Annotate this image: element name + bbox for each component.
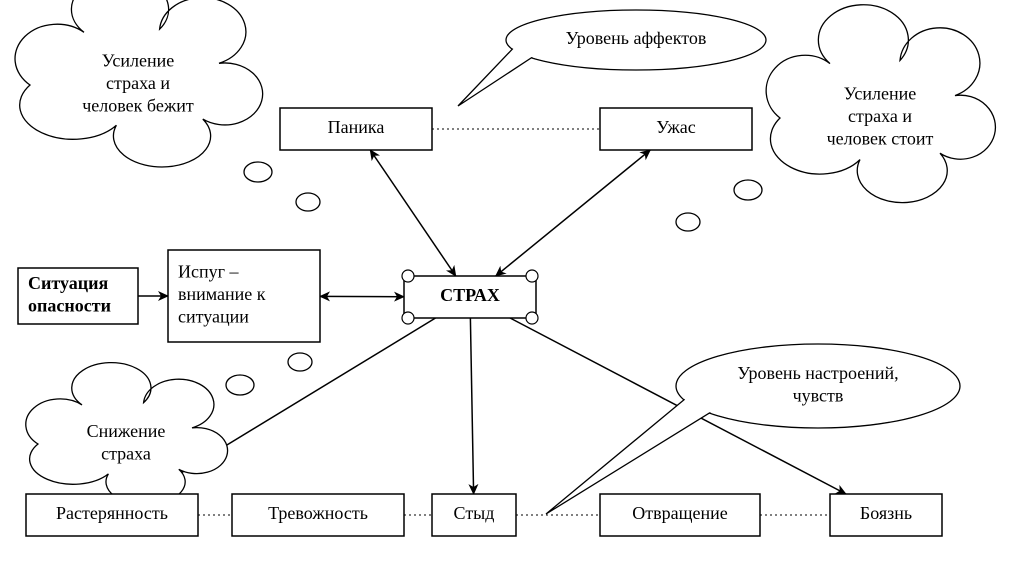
node-otvrash-line-0: Отвращение <box>632 503 727 523</box>
scroll-knob-0 <box>402 270 414 282</box>
thought-bubble-3 <box>676 213 700 231</box>
scroll-knob-2 <box>402 312 414 324</box>
cloud-run-line-1: страха и <box>106 73 170 93</box>
node-trevozh-line-0: Тревожность <box>268 503 368 523</box>
cloud-stand-line-1: страха и <box>848 106 912 126</box>
cloud-stand-line-0: Усиление <box>844 84 916 104</box>
node-ispug-line-1: внимание к <box>178 284 266 304</box>
node-strah-line-0: СТРАХ <box>440 285 500 305</box>
node-uzhas-line-0: Ужас <box>656 117 696 137</box>
scroll-knob-1 <box>526 270 538 282</box>
scroll-knob-3 <box>526 312 538 324</box>
cloud-lower: Снижениестраха <box>26 363 228 505</box>
cloud-stand-line-2: человек стоит <box>827 129 934 149</box>
callout-mood-line-1: чувств <box>793 385 844 405</box>
cloud-lower-line-1: страха <box>101 443 151 463</box>
node-uzhas: Ужас <box>600 108 752 150</box>
thought-bubble-5 <box>288 353 312 371</box>
node-boyazn-line-0: Боязнь <box>860 503 912 523</box>
cloud-run: Усилениестраха и человек бежит <box>15 0 263 167</box>
thought-bubble-2 <box>734 180 762 200</box>
thought-bubble-0 <box>244 162 272 182</box>
node-styd: Стыд <box>432 494 516 536</box>
thought-bubble-1 <box>296 193 320 211</box>
node-styd-line-0: Стыд <box>454 503 495 523</box>
cloud-lower-line-0: Снижение <box>87 421 166 441</box>
arrow-strah-styd <box>470 318 473 494</box>
thought-bubble-4 <box>226 375 254 395</box>
callout-affekt-line-0: Уровень аффектов <box>566 28 707 48</box>
node-ispug-line-2: ситуации <box>178 307 249 327</box>
fear-concept-diagram: Усилениестраха ичеловек бежитУсилениестр… <box>0 0 1024 576</box>
cloud-run-line-0: Усиление <box>102 51 174 71</box>
callout-affekt: Уровень аффектов <box>458 10 766 106</box>
node-ispug-line-0: Испуг – <box>178 262 240 282</box>
node-raster-line-0: Растерянность <box>56 503 168 523</box>
node-panika-line-0: Паника <box>328 117 385 137</box>
node-raster: Растерянность <box>26 494 198 536</box>
arrow-strah-uzhas <box>496 150 651 276</box>
node-boyazn: Боязнь <box>830 494 942 536</box>
arrow-strah-panika <box>370 150 456 276</box>
node-trevozh: Тревожность <box>232 494 404 536</box>
callout-mood-line-0: Уровень настроений, <box>737 363 898 383</box>
node-situation-line-0: Ситуация <box>28 273 108 293</box>
node-situation-line-1: опасности <box>28 295 111 315</box>
node-ispug: Испуг –внимание к ситуации <box>168 250 320 342</box>
cloud-run-line-2: человек бежит <box>82 96 194 116</box>
node-otvrash: Отвращение <box>600 494 760 536</box>
node-strah: СТРАХ <box>404 276 536 318</box>
node-situation: Ситуацияопасности <box>18 268 138 324</box>
cloud-stand: Усилениестраха и человек стоит <box>766 5 995 203</box>
node-panika: Паника <box>280 108 432 150</box>
